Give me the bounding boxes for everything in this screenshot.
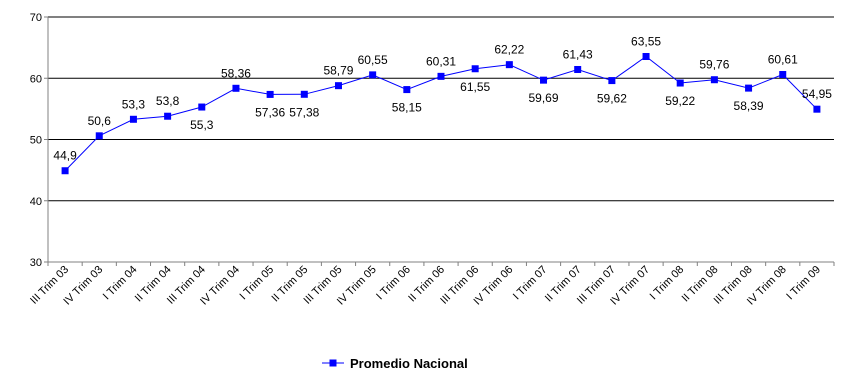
legend-label: Promedio Nacional	[350, 356, 468, 370]
y-tick-label: 70	[30, 12, 42, 24]
chart-axes	[44, 16, 835, 266]
y-tick-label: 40	[30, 196, 42, 208]
data-label: 61,55	[460, 80, 490, 94]
data-label: 60,31	[426, 54, 456, 68]
data-point-marker	[369, 71, 377, 79]
data-label: 54,95	[802, 87, 832, 101]
data-label: 59,62	[597, 92, 627, 106]
data-label: 63,55	[631, 35, 661, 49]
y-tick-label: 60	[30, 73, 42, 85]
data-label: 57,36	[255, 105, 285, 119]
data-point-marker	[437, 72, 445, 80]
data-label: 58,79	[323, 64, 353, 78]
series-promedio-nacional	[61, 53, 821, 175]
data-label: 50,6	[88, 114, 112, 128]
data-point-marker	[574, 65, 582, 73]
y-tick-label: 50	[30, 135, 42, 147]
data-point-marker	[608, 77, 616, 85]
data-label: 58,39	[734, 99, 764, 113]
data-label: 58,36	[221, 66, 251, 80]
data-point-marker	[129, 115, 137, 123]
data-label: 57,38	[289, 105, 319, 119]
x-tick-label: I Trim 09	[784, 264, 823, 303]
data-label: 60,55	[358, 53, 388, 67]
data-point-marker	[676, 79, 684, 87]
data-point-marker	[779, 71, 787, 79]
data-label: 61,43	[563, 47, 593, 61]
data-label: 59,69	[529, 91, 559, 105]
y-tick-label: 30	[30, 257, 42, 269]
data-point-marker	[95, 132, 103, 140]
data-point-marker	[198, 103, 206, 111]
data-label: 60,61	[768, 53, 798, 67]
data-labels: 44,9 50,6 53,3 53,8 55,3 58,36 57,36 57,38 58,79…	[53, 35, 832, 163]
data-point-marker	[710, 76, 718, 84]
data-label: 53,3	[122, 97, 146, 111]
data-point-marker	[471, 65, 479, 73]
data-label: 55,3	[190, 118, 214, 132]
data-point-marker	[540, 76, 548, 84]
data-point-marker	[266, 90, 274, 98]
y-axis-ticks: 30 40 50 60 70	[30, 12, 42, 269]
data-point-marker	[334, 82, 342, 90]
data-point-marker	[505, 61, 513, 69]
data-label: 62,22	[494, 43, 524, 57]
data-point-marker	[642, 53, 650, 61]
data-point-marker	[403, 86, 411, 94]
data-label: 53,8	[156, 94, 180, 108]
data-point-marker	[300, 90, 308, 98]
data-point-marker	[61, 167, 69, 175]
data-label: 44,9	[53, 149, 77, 163]
data-label: 59,22	[665, 94, 695, 108]
data-point-marker	[745, 84, 753, 92]
data-point-marker	[232, 84, 240, 92]
data-point-marker	[813, 105, 821, 113]
data-point-marker	[164, 112, 172, 120]
data-label: 58,15	[392, 101, 422, 115]
gridlines	[48, 16, 834, 202]
legend: Promedio Nacional	[322, 356, 468, 370]
data-label: 59,76	[699, 58, 729, 72]
legend-marker-swatch	[329, 359, 337, 367]
